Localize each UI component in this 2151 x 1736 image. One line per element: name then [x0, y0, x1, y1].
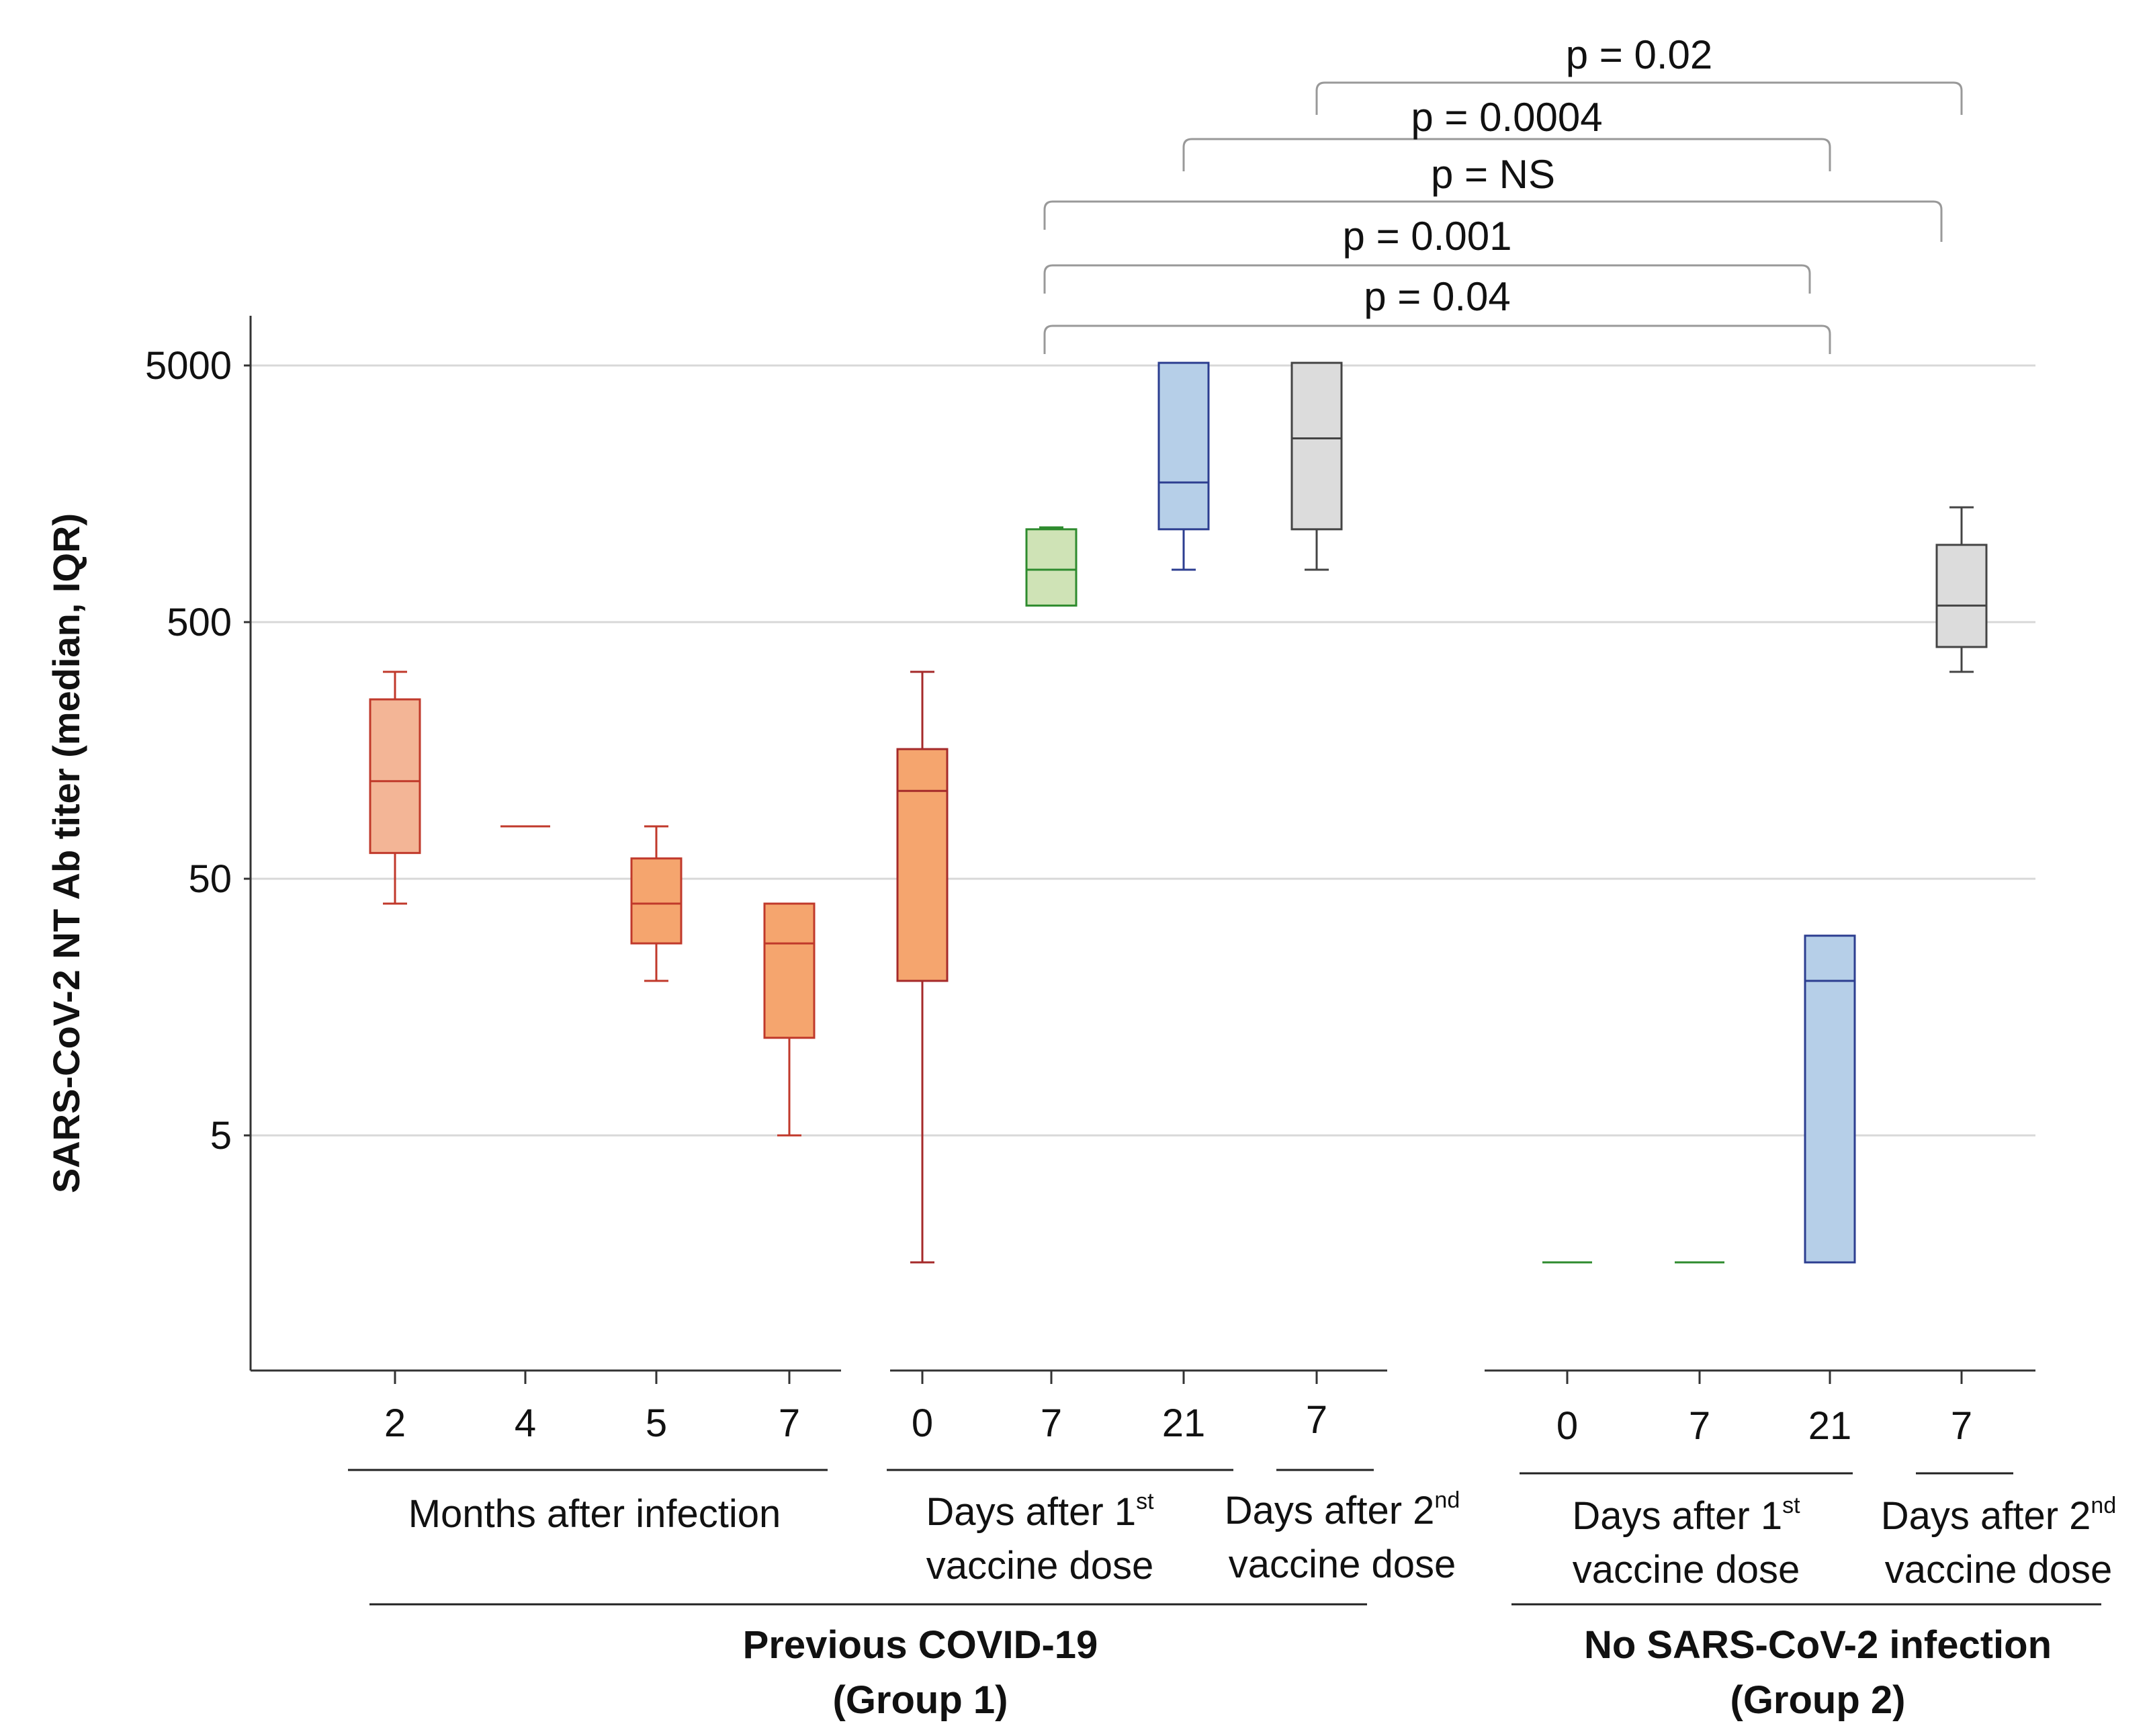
iqr-box-g1-m7: [763, 902, 816, 1039]
comparison-2: p = NS: [1043, 152, 1943, 242]
x-tick-label-g2-d7: 7: [1689, 1404, 1710, 1448]
box-g1-m7: [763, 902, 816, 1137]
comparison-4: p = 0.02: [1315, 32, 1963, 115]
x-tick-label-g1-d21: 21: [1162, 1401, 1206, 1445]
label-group2-title: No SARS-CoV-2 infection: [1584, 1623, 2052, 1667]
comparison-label-4: p = 0.02: [1566, 32, 1713, 77]
iqr-box-g1-d7: [1025, 528, 1078, 607]
label-group1-title: Previous COVID-19: [743, 1623, 1098, 1667]
iqr-box-g2-d21: [1804, 935, 1856, 1264]
iqr-box-g2-2nd: [1935, 544, 1988, 648]
label-g1-second-dose-line2: vaccine dose: [1229, 1543, 1456, 1586]
x-tick-label-g1-m7: 7: [779, 1401, 800, 1445]
g1-first-a: Days after 1: [926, 1490, 1136, 1534]
box-g1-d7: [1025, 526, 1078, 607]
g2-first-sup: st: [1782, 1493, 1800, 1518]
axes: [249, 316, 2035, 1384]
iqr-box-g1-m2: [369, 698, 421, 855]
g1-second-sup: nd: [1434, 1487, 1460, 1513]
label-group1-subtitle: (Group 1): [833, 1678, 1008, 1722]
comparison-bracket-4: [1315, 81, 1963, 115]
box-g2-d21: [1804, 935, 1856, 1264]
x-tick-label-g1-m2: 2: [384, 1401, 406, 1445]
label-group2-subtitle: (Group 2): [1730, 1678, 1906, 1722]
g2-second-a: Days after 2: [1881, 1494, 2091, 1538]
x-tick-label-g1-m5: 5: [646, 1401, 667, 1445]
box-g2-2nd: [1935, 506, 1988, 673]
iqr-box-g1-2nd: [1290, 361, 1343, 531]
y-tick-label-500: 500: [167, 601, 232, 644]
comparison-bracket-3: [1182, 138, 1831, 171]
x-tick-label-g1-2nd: 7: [1306, 1398, 1327, 1442]
grid-lines: [251, 364, 2035, 1137]
y-tick-label-5000: 5000: [145, 344, 232, 388]
x-tick-label-g2-d21: 21: [1808, 1404, 1852, 1448]
y-axis-label: SARS-CoV-2 NT Ab titer (median, IQR): [45, 513, 87, 1193]
label-g1-second-dose-line1: Days after 2nd: [1225, 1487, 1460, 1532]
comparison-bracket-0: [1043, 324, 1831, 354]
comparison-bracket-2: [1043, 200, 1943, 242]
box-g1-m5: [630, 825, 683, 982]
comparison-3: p = 0.0004: [1182, 95, 1831, 171]
label-g2-second-dose-line1: Days after 2nd: [1881, 1493, 2117, 1538]
box-g1-d21: [1157, 361, 1210, 571]
comparison-label-2: p = NS: [1431, 152, 1555, 197]
box-g1-2nd: [1290, 361, 1343, 571]
iqr-box-g1-m5: [630, 857, 683, 945]
x-tick-label-g1-d7: 7: [1041, 1401, 1062, 1445]
y-tick-label-5: 5: [210, 1114, 232, 1158]
comparison-bracket-1: [1043, 264, 1811, 294]
comparison-1: p = 0.001: [1043, 214, 1811, 294]
g1-second-a: Days after 2: [1225, 1489, 1435, 1532]
x-tick-label-g2-d0: 0: [1556, 1404, 1578, 1448]
label-g1-first-dose-line1: Days after 1st: [926, 1489, 1154, 1534]
label-g2-second-dose-line2: vaccine dose: [1885, 1548, 2113, 1592]
label-months-after-infection: Months after infection: [408, 1492, 781, 1536]
g1-first-sup: st: [1136, 1489, 1154, 1514]
x-tick-labels: 2 4 5 7 0 7 21 7 0 7 21 7: [384, 1398, 1972, 1448]
x-tick-label-g1-d0: 0: [912, 1401, 933, 1445]
comparison-label-0: p = 0.04: [1364, 274, 1511, 319]
box-g1-d0: [896, 670, 949, 1264]
iqr-box-g1-d0: [896, 748, 949, 982]
g2-second-sup: nd: [2091, 1493, 2116, 1518]
boxes: [369, 361, 1988, 1264]
comparison-label-3: p = 0.0004: [1411, 95, 1602, 140]
label-g2-first-dose-line2: vaccine dose: [1573, 1548, 1800, 1592]
comparison-brackets: p = 0.04 p = 0.001 p = NS p = 0.0004 p = 0.0…: [1043, 32, 1963, 354]
x-tick-label-g1-m4: 4: [515, 1401, 536, 1445]
comparison-label-1: p = 0.001: [1343, 214, 1512, 259]
comparison-0: p = 0.04: [1043, 274, 1831, 354]
y-tick-label-50: 50: [188, 857, 232, 901]
box-g1-m2: [369, 670, 421, 905]
y-tick-labels: 5 50 500 5000: [145, 344, 251, 1158]
g2-first-a: Days after 1: [1572, 1494, 1782, 1538]
iqr-box-g1-d21: [1157, 361, 1210, 531]
group-underlines: [348, 1469, 2101, 1606]
label-g2-first-dose-line1: Days after 1st: [1572, 1493, 1800, 1538]
label-g1-first-dose-line2: vaccine dose: [926, 1544, 1154, 1588]
x-tick-label-g2-2nd: 7: [1951, 1404, 1972, 1448]
